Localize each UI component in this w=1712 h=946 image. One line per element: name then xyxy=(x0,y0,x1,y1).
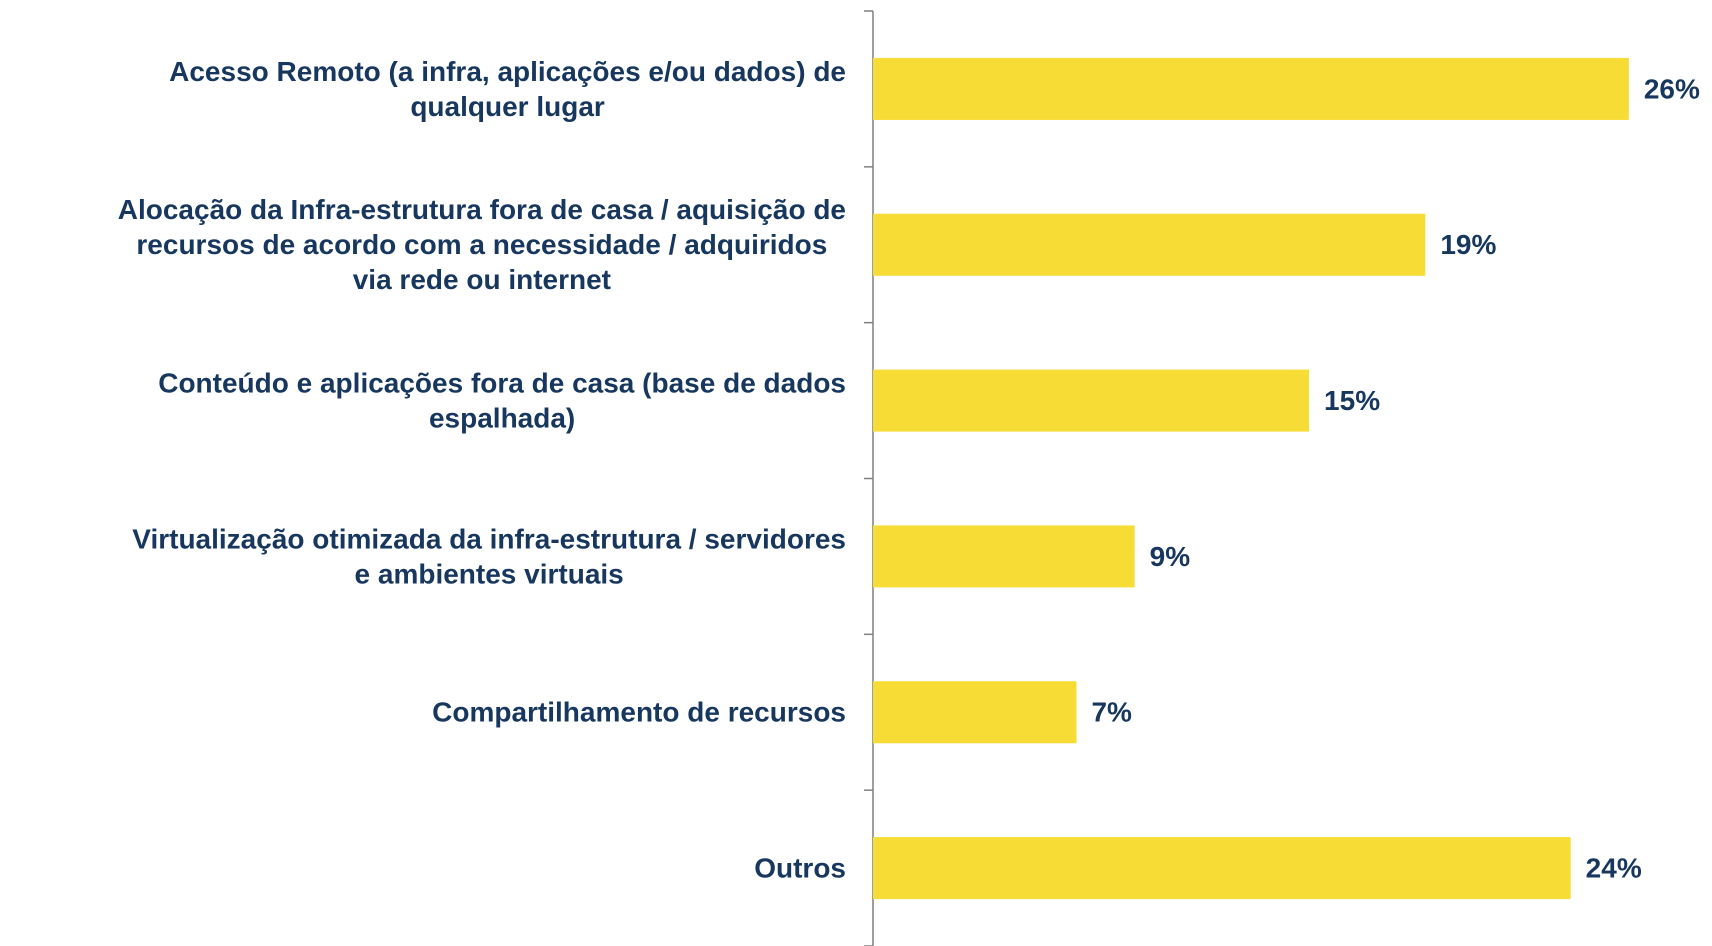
category-label: Virtualização otimizada da infra-estrutu… xyxy=(132,523,846,589)
category-label-line: Acesso Remoto (a infra, aplicações e/ou … xyxy=(169,56,846,87)
category-label-line: e ambientes virtuais xyxy=(355,558,624,589)
bar xyxy=(873,369,1310,432)
value-label: 15% xyxy=(1324,385,1380,416)
category-label-line: Outros xyxy=(754,852,846,883)
value-label: 24% xyxy=(1586,852,1642,883)
bar xyxy=(873,213,1426,276)
category-label: Conteúdo e aplicações fora de casa (base… xyxy=(158,367,846,433)
bar xyxy=(873,57,1629,120)
category-label: Acesso Remoto (a infra, aplicações e/ou … xyxy=(169,56,846,122)
category-label-line: qualquer lugar xyxy=(410,91,605,122)
category-label-line: Conteúdo e aplicações fora de casa (base… xyxy=(158,367,846,398)
bar xyxy=(873,681,1077,744)
bar xyxy=(873,837,1571,900)
value-label: 7% xyxy=(1091,697,1132,728)
value-label: 19% xyxy=(1440,229,1496,260)
category-label-line: Alocação da Infra-estrutura fora de casa… xyxy=(118,194,846,225)
category-label: Compartilhamento de recursos xyxy=(432,697,846,728)
category-label-line: espalhada) xyxy=(429,402,575,433)
value-label: 9% xyxy=(1150,541,1191,572)
category-label: Outros xyxy=(754,852,846,883)
category-label-line: Virtualização otimizada da infra-estrutu… xyxy=(132,523,846,554)
value-label: 26% xyxy=(1644,73,1700,104)
bar xyxy=(873,525,1135,588)
category-label: Alocação da Infra-estrutura fora de casa… xyxy=(118,194,846,295)
category-label-line: Compartilhamento de recursos xyxy=(432,697,846,728)
category-label-line: via rede ou internet xyxy=(353,264,611,295)
category-label-line: recursos de acordo com a necessidade / a… xyxy=(136,229,827,260)
